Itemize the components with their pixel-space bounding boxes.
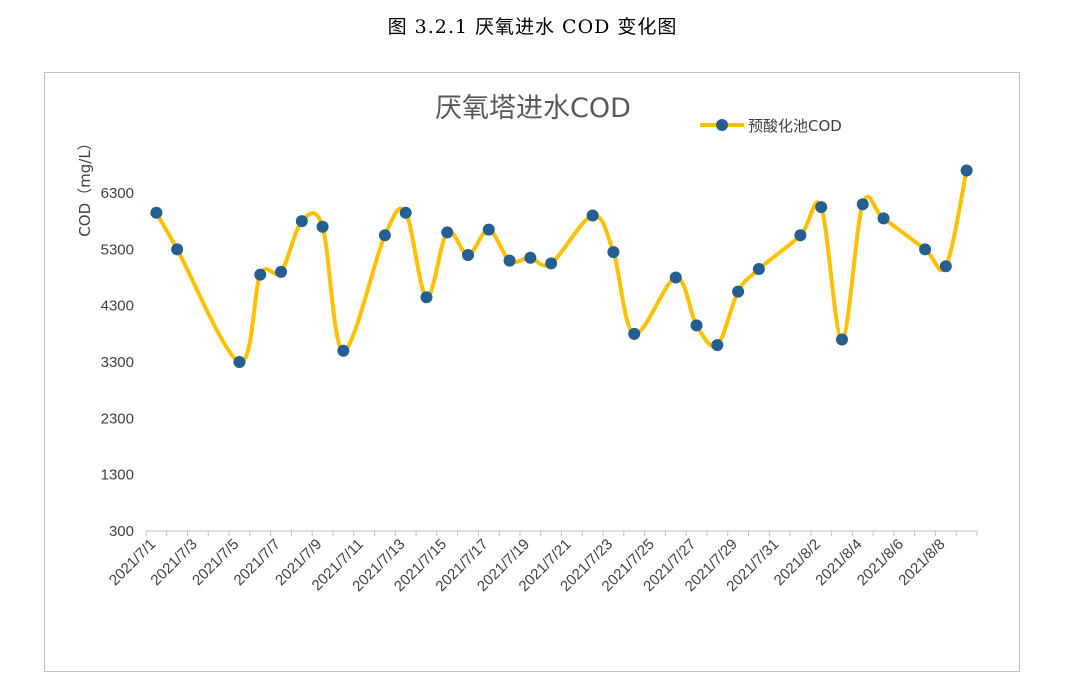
data-point xyxy=(628,327,641,340)
data-point xyxy=(690,319,703,332)
data-point xyxy=(295,215,308,228)
y-axis-label: COD（mg/L） xyxy=(76,135,94,236)
legend: 预酸化池COD xyxy=(700,117,842,135)
data-point xyxy=(711,339,724,352)
data-point xyxy=(503,254,516,267)
data-point xyxy=(275,265,288,278)
data-point xyxy=(669,271,682,284)
data-point xyxy=(939,260,952,273)
y-axis-ticks: 300 1300 2300 3300 4300 5300 6300 xyxy=(101,185,134,540)
legend-marker xyxy=(716,119,728,131)
data-point xyxy=(607,246,620,259)
data-point xyxy=(482,223,495,236)
x-axis: 2021/7/12021/7/32021/7/52021/7/72021/7/9… xyxy=(106,530,978,595)
data-point xyxy=(856,198,869,211)
y-tick-label: 2300 xyxy=(101,410,134,427)
data-point xyxy=(545,257,558,270)
data-point xyxy=(441,226,454,239)
data-point xyxy=(337,344,350,357)
y-tick-label: 300 xyxy=(109,523,134,540)
figure-caption: 图 3.2.1 厌氧进水 COD 变化图 xyxy=(387,16,678,38)
data-point xyxy=(316,220,329,233)
series-points xyxy=(150,164,973,368)
chart-title: 厌氧塔进水COD xyxy=(435,93,631,124)
data-point xyxy=(960,164,973,177)
data-point xyxy=(420,291,433,304)
series-line xyxy=(154,168,969,364)
y-tick-label: 6300 xyxy=(101,185,134,202)
data-point xyxy=(815,201,828,214)
data-point xyxy=(254,268,267,281)
data-point xyxy=(233,356,246,368)
data-point xyxy=(919,243,932,256)
data-point xyxy=(794,229,807,242)
x-tick-label: 2021/8/8 xyxy=(895,536,948,589)
data-point xyxy=(752,263,765,276)
chart-frame xyxy=(44,72,1020,672)
data-point xyxy=(524,251,537,264)
legend-label: 预酸化池COD xyxy=(748,117,842,135)
y-tick-label: 5300 xyxy=(101,241,134,258)
data-point xyxy=(399,206,412,219)
data-point xyxy=(586,209,599,222)
y-tick-label: 3300 xyxy=(101,354,134,371)
data-point xyxy=(835,333,848,346)
data-point xyxy=(378,229,391,242)
data-point xyxy=(150,206,163,219)
y-tick-label: 1300 xyxy=(101,467,134,484)
data-point xyxy=(732,285,745,298)
y-tick-label: 4300 xyxy=(101,298,134,315)
data-point xyxy=(171,243,184,256)
data-point xyxy=(877,212,890,225)
data-point xyxy=(462,248,475,261)
